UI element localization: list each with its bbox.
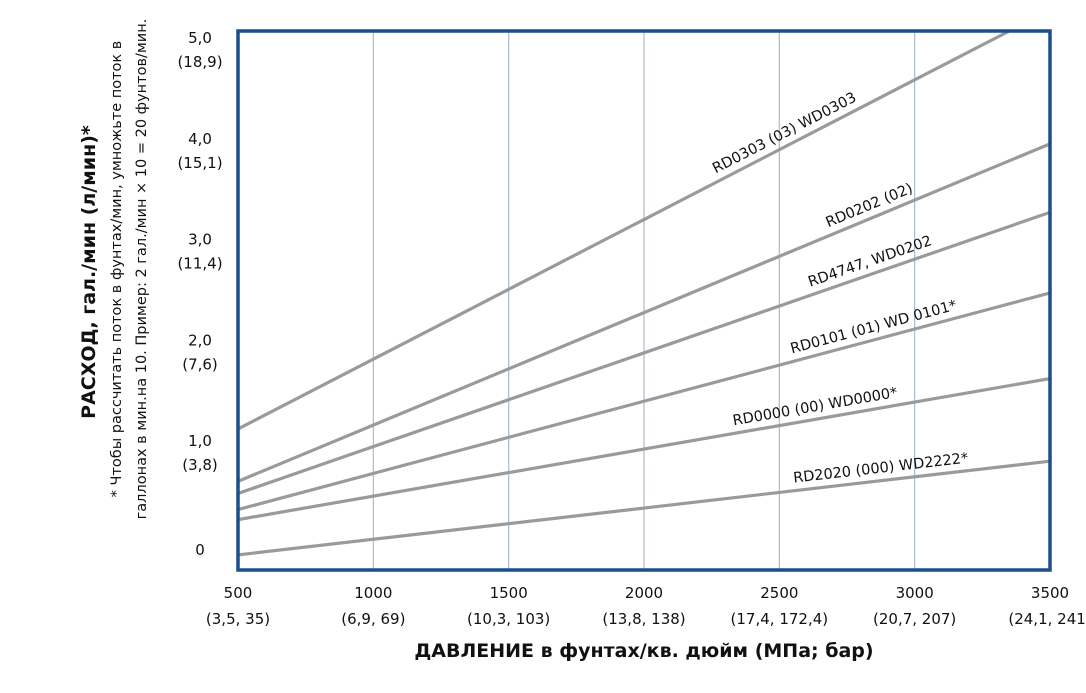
y-tick-sublabel: (3,8) <box>182 456 218 474</box>
y-tick-label: 0 <box>195 541 205 559</box>
x-tick-labels: 500 (3,5, 35) 1000 (6,9, 69) 1500 (10,3, 103)… <box>206 584 1086 628</box>
x-tick-label: 1500 <box>490 584 528 602</box>
x-tick-sublabel: (10,3, 103) <box>467 610 550 628</box>
y-tick-label: 1,0 <box>188 432 212 450</box>
series-lines <box>238 31 1050 557</box>
series-label-1: RD0303 (03) WD0303 <box>710 90 859 177</box>
x-tick-sublabel: (24,1, 241) <box>1008 610 1086 628</box>
y-tick-label: 2,0 <box>188 331 212 349</box>
y-tick-sublabel: (7,6) <box>182 355 218 373</box>
series-line-1 <box>238 31 1011 431</box>
y-axis-title: РАСХОД, гал./мин (л/мин)* <box>78 125 100 419</box>
x-tick-label: 2000 <box>625 584 663 602</box>
series-label-4: RD0101 (01) WD 0101* <box>789 298 959 358</box>
series-label-5: RD0000 (00) WD0000* <box>732 385 899 429</box>
y-tick-labels: 0 1,0 (3,8) 2,0 (7,6) 3,0 (11,4) 4,0 (15,1) 5,0 (1… <box>177 29 222 559</box>
series-line-5 <box>238 377 1050 522</box>
x-tick-label: 500 <box>224 584 253 602</box>
x-tick-label: 3000 <box>896 584 934 602</box>
series-line-4 <box>238 291 1050 512</box>
x-tick-sublabel: (13,8, 138) <box>602 610 685 628</box>
plot-frame <box>236 29 1052 572</box>
footnote-line-2: галлонах в мин.на 10. Пример: 2 гал./мин… <box>134 18 150 520</box>
footnote-line-1: * Чтобы рассчитать поток в фунтах/мин, у… <box>109 40 125 498</box>
footnote: * Чтобы рассчитать поток в фунтах/мин, у… <box>105 0 155 569</box>
y-tick-sublabel: (18,9) <box>177 53 222 71</box>
y-tick-label: 4,0 <box>188 130 212 148</box>
x-tick-label: 1000 <box>354 584 392 602</box>
x-tick-sublabel: (17,4, 172,4) <box>731 610 829 628</box>
series-line-6 <box>238 459 1050 557</box>
x-tick-sublabel: (3,5, 35) <box>206 610 270 628</box>
y-tick-label: 5,0 <box>188 29 212 47</box>
y-tick-sublabel: (15,1) <box>177 154 222 172</box>
x-tick-sublabel: (20,7, 207) <box>873 610 956 628</box>
series-line-2 <box>238 142 1050 483</box>
series-line-3 <box>238 210 1050 495</box>
y-tick-label: 3,0 <box>188 231 212 249</box>
y-tick-sublabel: (11,4) <box>177 255 222 273</box>
x-tick-label: 3500 <box>1031 584 1069 602</box>
x-tick-label: 2500 <box>760 584 798 602</box>
grid-lines <box>372 31 916 570</box>
x-tick-sublabel: (6,9, 69) <box>341 610 405 628</box>
x-axis-title: ДАВЛЕНИЕ в фунтах/кв. дюйм (МПа; бар) <box>414 640 874 662</box>
